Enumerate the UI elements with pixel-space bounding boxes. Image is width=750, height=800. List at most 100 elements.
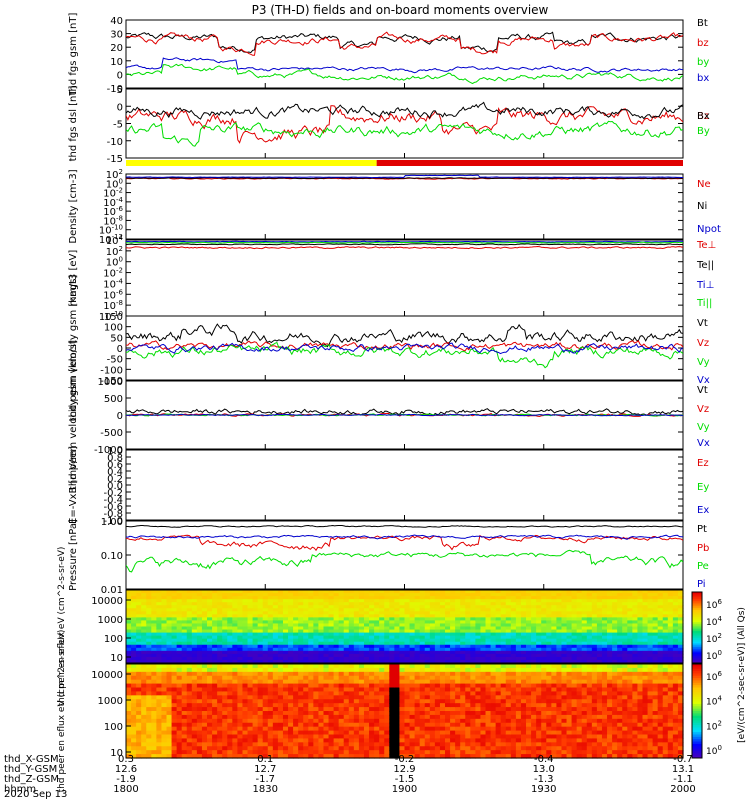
heatmap-cell: [146, 683, 152, 689]
heatmap-cell: [308, 750, 314, 755]
heatmap-cell: [181, 650, 188, 655]
heatmap-cell: [237, 734, 244, 740]
heatmap-cell: [176, 687, 183, 693]
heatmap-cell: [267, 699, 274, 704]
heatmap-cell: [384, 738, 390, 743]
heatmap-cell: [293, 614, 299, 618]
heatmap-cell: [308, 632, 314, 637]
heatmap-cell: [632, 632, 639, 637]
heatmap-cell: [257, 671, 264, 677]
heatmap-cell: [257, 608, 264, 612]
heatmap-cell: [667, 593, 674, 597]
heatmap-cell: [677, 653, 684, 658]
heatmap-cell: [247, 605, 254, 609]
heatmap-cell: [343, 734, 350, 740]
heatmap-cell: [642, 644, 649, 649]
heatmap-cell: [546, 707, 552, 712]
heatmap-cell: [515, 617, 522, 622]
legend-entry: Pb: [697, 543, 709, 554]
heatmap-cell: [470, 738, 476, 743]
heatmap-cell: [571, 638, 578, 643]
heatmap-cell: [490, 695, 497, 700]
heatmap-cell: [348, 742, 355, 747]
heatmap-cell: [369, 738, 375, 743]
heatmap-cell: [196, 593, 203, 597]
heatmap-cell: [601, 608, 608, 612]
heatmap-cell: [262, 599, 269, 603]
heatmap-cell: [551, 691, 558, 696]
heatmap-cell: [374, 638, 380, 643]
heatmap-cell: [313, 738, 320, 743]
heatmap-cell: [227, 711, 233, 716]
heatmap-cell: [556, 718, 563, 724]
heatmap-cell: [227, 730, 233, 736]
heatmap-cell: [131, 647, 137, 652]
heatmap-cell: [480, 742, 487, 747]
heatmap-cell: [181, 593, 188, 597]
heatmap-cell: [181, 722, 188, 728]
heatmap-cell: [445, 659, 451, 664]
heatmap-cell: [374, 629, 380, 634]
heatmap-cell: [338, 726, 345, 732]
heatmap-cell: [515, 754, 522, 759]
heatmap-cell: [227, 614, 233, 618]
heatmap-cell: [455, 754, 461, 759]
heatmap-cell: [632, 659, 639, 664]
heatmap-cell: [232, 644, 238, 649]
heatmap-cell: [546, 726, 552, 732]
heatmap-cell: [439, 664, 446, 669]
heatmap-cell: [510, 675, 517, 681]
heatmap-cell: [601, 656, 608, 661]
heatmap-cell: [424, 679, 431, 685]
heatmap-cell: [191, 602, 198, 606]
heatmap-cell: [282, 667, 289, 673]
heatmap-cell: [131, 687, 137, 693]
heatmap-cell: [186, 734, 193, 740]
heatmap-cell: [536, 644, 542, 649]
heatmap-cell: [566, 659, 573, 664]
heatmap-cell: [303, 593, 309, 597]
heatmap-cell: [465, 695, 471, 700]
heatmap-cell: [328, 605, 335, 609]
heatmap-cell: [186, 608, 193, 612]
heatmap-cell: [541, 620, 547, 625]
heatmap-cell: [227, 746, 233, 751]
heatmap-cell: [353, 714, 360, 720]
heatmap-cell: [247, 667, 254, 673]
heatmap-cell: [445, 626, 451, 631]
heatmap-cell: [151, 656, 157, 661]
heatmap-cell: [490, 742, 497, 747]
heatmap-cell: [293, 671, 299, 677]
heatmap-cell: [445, 738, 451, 743]
heatmap-cell: [358, 691, 365, 696]
heatmap-cell: [141, 667, 147, 673]
heatmap-cell: [551, 602, 558, 606]
heatmap-cell: [515, 667, 522, 673]
heatmap-cell: [495, 629, 502, 634]
heatmap-cell: [369, 650, 375, 655]
y-tick-label: 10-8: [103, 214, 123, 227]
heatmap-cell: [404, 653, 411, 658]
heatmap-cell: [424, 671, 431, 677]
heatmap-cell: [460, 675, 466, 681]
heatmap-cell: [338, 620, 345, 625]
heatmap-cell: [181, 714, 188, 720]
heatmap-cell: [212, 647, 218, 652]
heatmap-cell: [262, 754, 269, 759]
heatmap-cell: [394, 687, 401, 693]
heatmap-cell: [288, 679, 294, 685]
heatmap-cell: [353, 656, 360, 661]
heatmap-cell: [470, 650, 476, 655]
heatmap-cell: [277, 626, 284, 631]
heatmap-cell: [201, 632, 208, 637]
heatmap-cell: [601, 620, 608, 625]
heatmap-cell: [642, 641, 649, 646]
heatmap-cell: [657, 638, 664, 643]
heatmap-cell: [358, 675, 365, 681]
heatmap-cell: [374, 611, 380, 615]
heatmap-cell: [136, 596, 142, 600]
heatmap-cell: [399, 602, 406, 606]
heatmap-cell: [586, 614, 593, 618]
heatmap-cell: [348, 629, 355, 634]
heatmap-cell: [495, 726, 502, 732]
